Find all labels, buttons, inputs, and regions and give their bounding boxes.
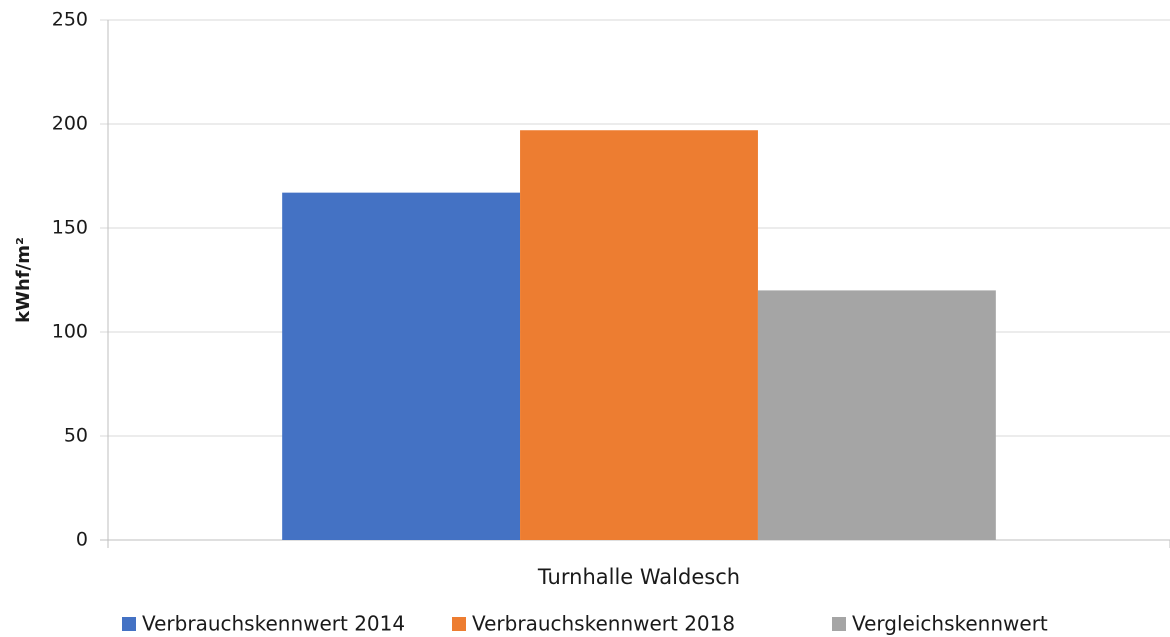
- legend-label: Verbrauchskennwert 2018: [472, 612, 735, 636]
- y-tick-label: 100: [52, 321, 88, 343]
- y-tick-label: 200: [52, 113, 88, 135]
- bar: [757, 290, 996, 540]
- legend-swatch: [832, 617, 846, 631]
- y-tick-label: 0: [76, 529, 88, 551]
- y-axis-label: kWhf/m²: [13, 237, 34, 323]
- bar: [520, 130, 758, 541]
- legend-label: Vergleichskennwert: [852, 612, 1048, 636]
- y-tick-label: 250: [52, 9, 88, 31]
- y-tick-label: 150: [52, 217, 88, 239]
- x-tick-label: Turnhalle Waldesch: [537, 565, 740, 589]
- bar: [282, 192, 521, 540]
- y-tick-label: 50: [64, 425, 88, 447]
- legend-swatch: [122, 617, 136, 631]
- legend-label: Verbrauchskennwert 2014: [142, 612, 405, 636]
- legend-swatch: [452, 617, 466, 631]
